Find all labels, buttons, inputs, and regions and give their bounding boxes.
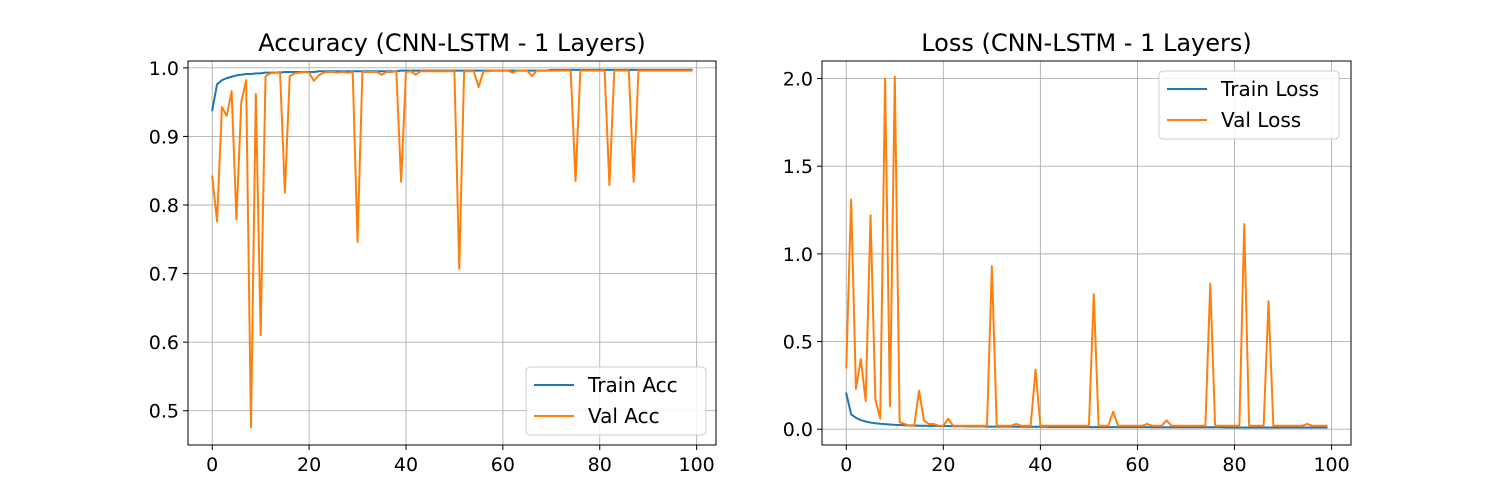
legend-label: Val Acc bbox=[588, 404, 660, 428]
x-tick-label: 100 bbox=[678, 454, 714, 476]
series-line-val-loss bbox=[845, 75, 1328, 427]
legend-label: Val Loss bbox=[1221, 108, 1301, 132]
x-tick-label: 20 bbox=[297, 454, 321, 476]
y-tick-label: 0.8 bbox=[149, 195, 179, 217]
loss-chart: 0 20 40 60 80 100 0.0 0.5 1.0 1.5 2.0 Loss (CNN-LST… bbox=[783, 29, 1352, 476]
y-tick-label: 0.9 bbox=[149, 126, 179, 148]
series-line-train-loss bbox=[845, 392, 1328, 429]
x-tick-label: 100 bbox=[1313, 454, 1349, 476]
axes-frame bbox=[821, 60, 1352, 446]
legend-label: Train Loss bbox=[1220, 77, 1319, 101]
x-tick-label: 20 bbox=[931, 454, 955, 476]
y-tick-label: 1.5 bbox=[783, 156, 813, 178]
y-tick-label: 1.0 bbox=[149, 58, 179, 80]
x-tick-label: 60 bbox=[1125, 454, 1149, 476]
axes-frame bbox=[187, 60, 717, 446]
accuracy-chart: 0 20 40 60 80 100 0.5 0.6 0.7 0.8 0.9 1.0 Accuracy (… bbox=[149, 29, 717, 476]
series-line-val-acc bbox=[211, 69, 693, 429]
x-tick-label: 80 bbox=[1222, 454, 1246, 476]
y-tick-label: 2.0 bbox=[783, 69, 813, 91]
chart-title: Loss (CNN-LSTM - 1 Layers) bbox=[921, 29, 1252, 57]
x-tick-label: 40 bbox=[1028, 454, 1052, 476]
x-tick-label: 80 bbox=[588, 454, 612, 476]
legend: Train Acc Val Acc bbox=[525, 366, 707, 436]
x-tick-label: 0 bbox=[840, 454, 852, 476]
legend-label: Train Acc bbox=[587, 373, 678, 397]
chart-title: Accuracy (CNN-LSTM - 1 Layers) bbox=[258, 29, 645, 57]
y-tick-label: 0.7 bbox=[149, 264, 179, 286]
x-tick-label: 60 bbox=[491, 454, 515, 476]
x-tick-label: 0 bbox=[206, 454, 218, 476]
y-tick-label: 0.5 bbox=[149, 401, 179, 423]
x-tick-label: 40 bbox=[394, 454, 418, 476]
y-tick-label: 0.0 bbox=[783, 419, 813, 441]
legend: Train Loss Val Loss bbox=[1158, 70, 1340, 140]
y-tick-label: 0.5 bbox=[783, 332, 813, 354]
y-tick-label: 0.6 bbox=[149, 332, 179, 354]
y-tick-label: 1.0 bbox=[783, 244, 813, 266]
